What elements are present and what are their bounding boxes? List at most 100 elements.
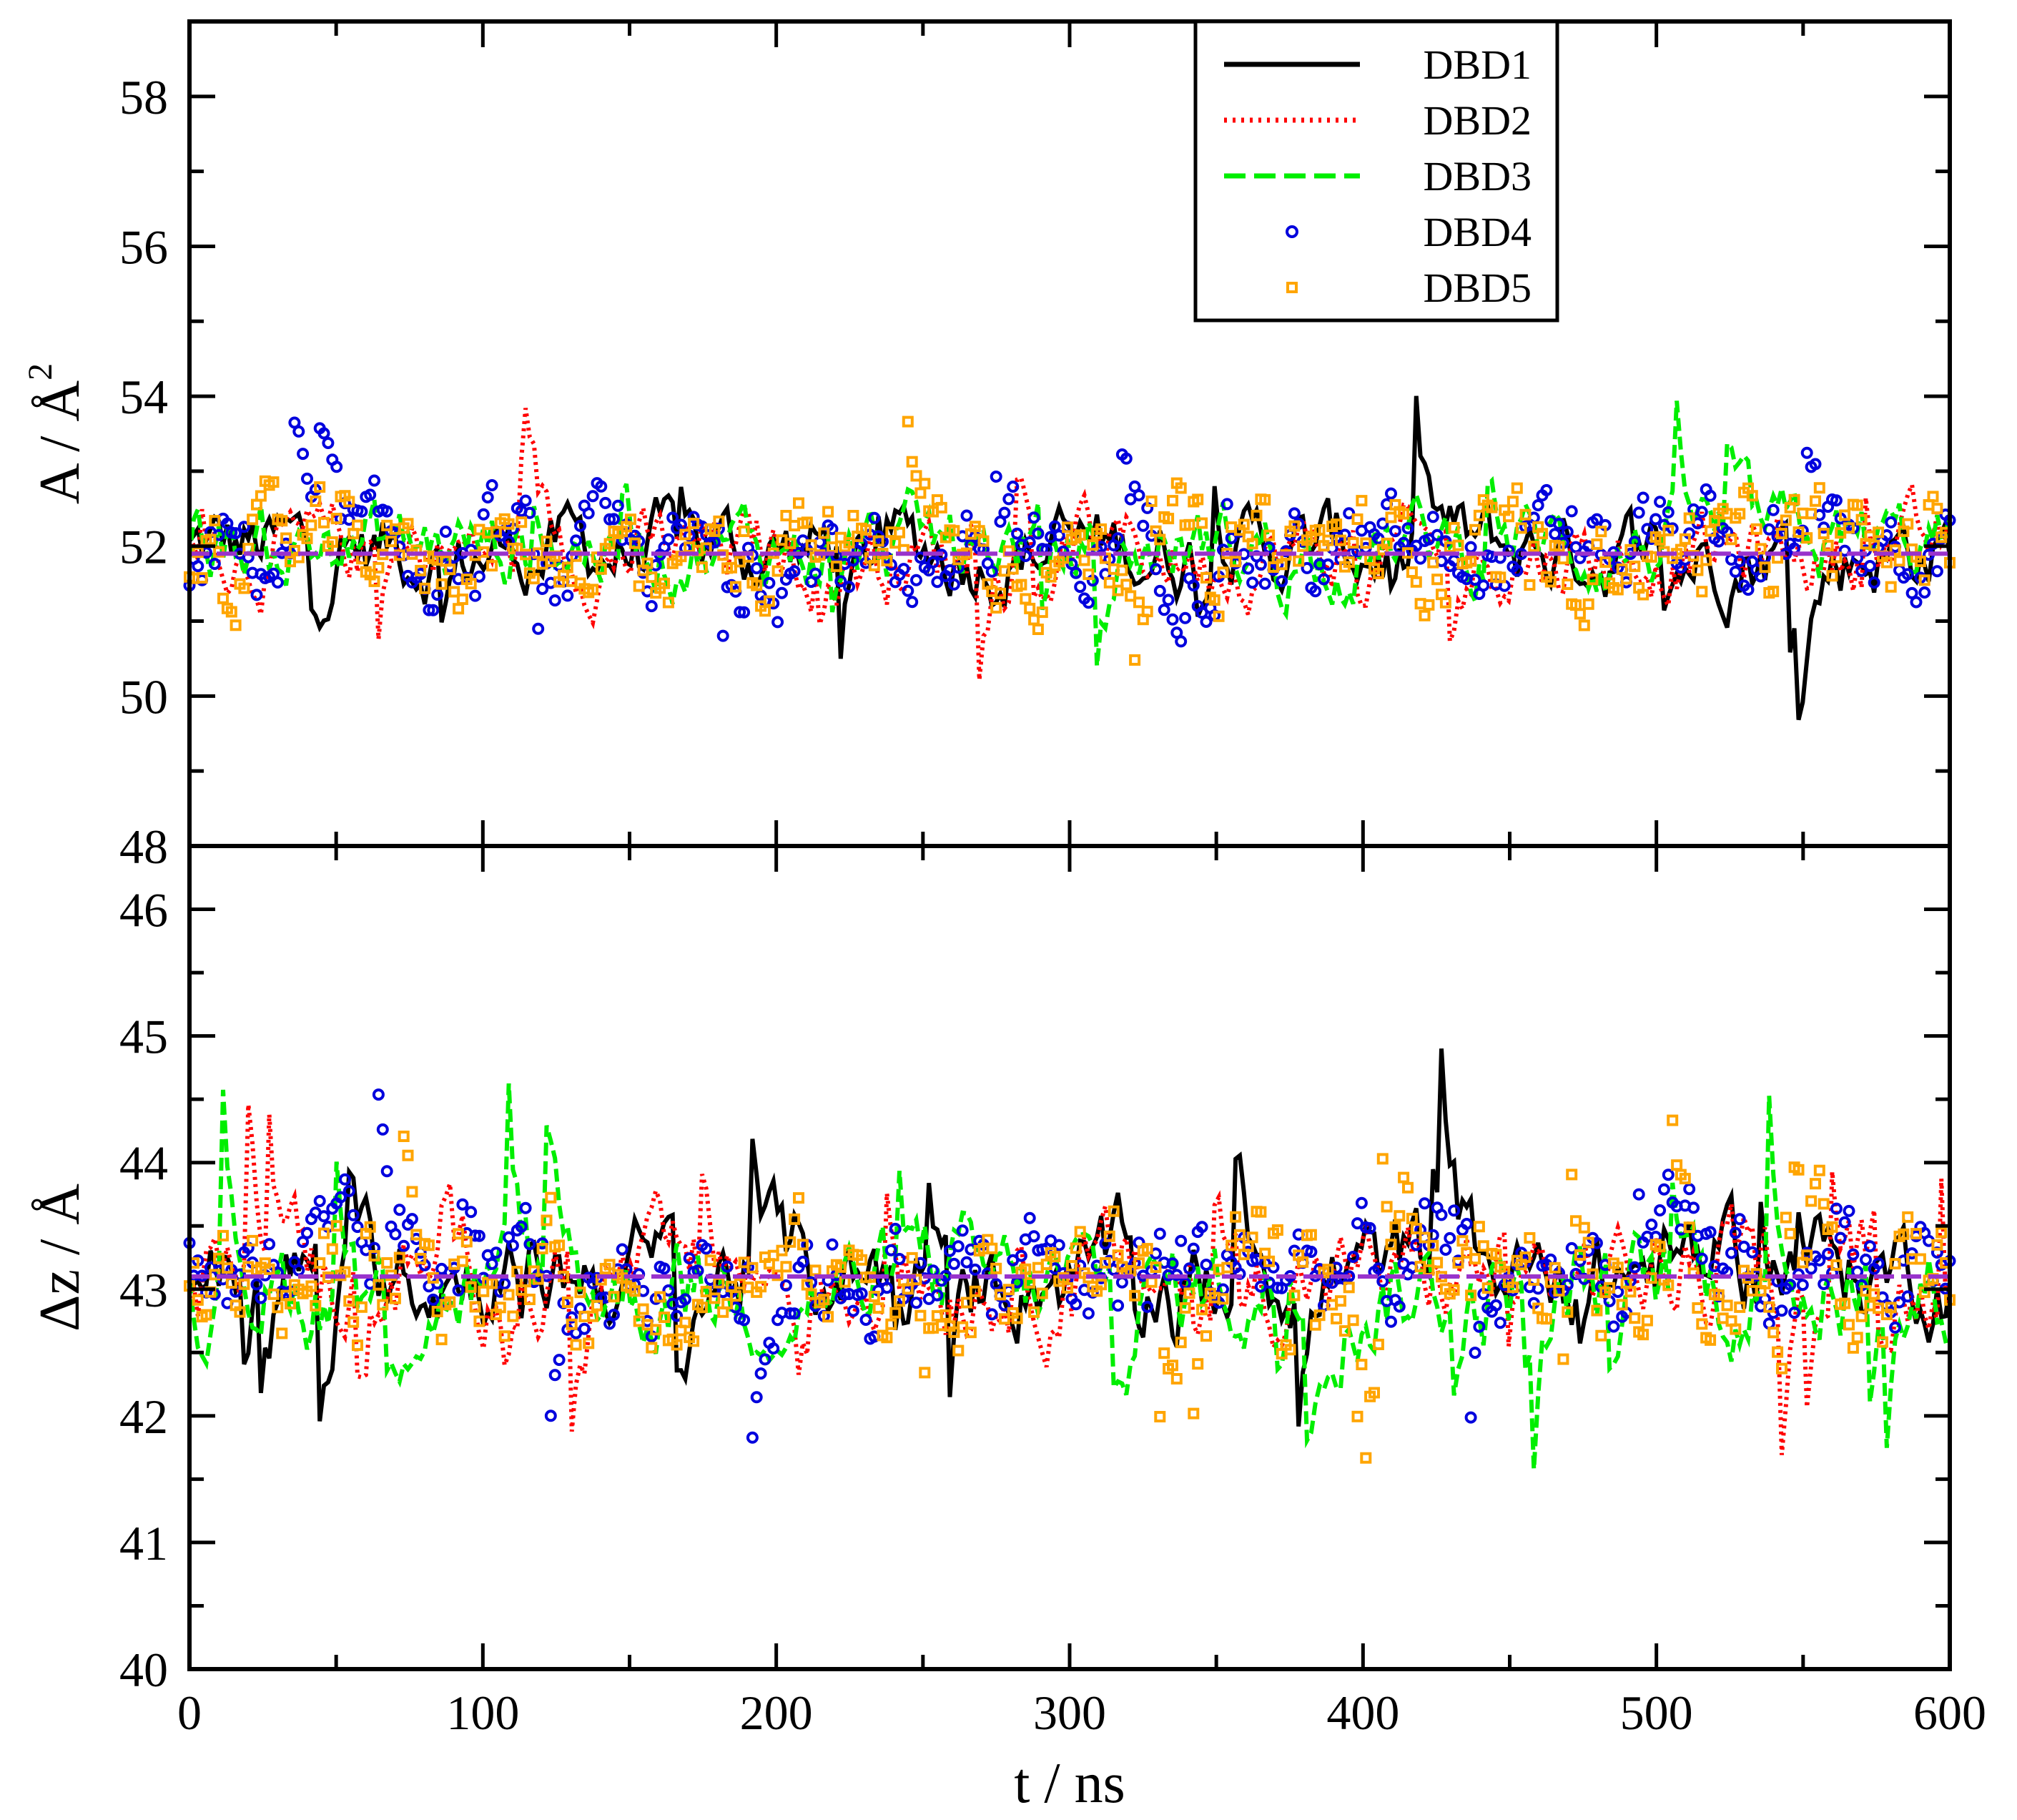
series-dbd5-point [1372,568,1384,579]
series-dbd4-point [1023,536,1036,549]
series-dbd4-point [485,479,498,491]
series-dbd5-point [225,606,237,618]
series-dbd5-point [1885,1302,1897,1314]
series-dbd5-point [1679,1173,1691,1185]
series-dbd5-point [453,603,465,615]
y-tick-label: 48 [119,820,168,874]
series-dbd5-point [881,554,893,566]
series-dbd5-point [1469,1253,1481,1265]
series-dbd5-point [755,1281,767,1293]
series-dbd5-point [1528,541,1540,552]
series-dbd5-point [1532,1302,1544,1314]
series-dbd5-point [1188,1407,1200,1420]
series-dbd5-point [1910,1228,1922,1240]
y-tick-label: 50 [119,669,168,724]
series-dbd4-point [990,471,1002,483]
series-dbd5-point [1822,539,1834,551]
series-dbd5-point [763,595,775,607]
series-dbd5-point [1343,556,1355,568]
series-dbd5-point [1112,1249,1124,1261]
series-dbd5-point [1734,1301,1746,1313]
series-dbd5-point [1889,544,1901,556]
series-dbd5-point [889,1307,902,1319]
series-dbd5-point [906,456,918,468]
series-dbd5-point [1792,1164,1805,1176]
series-dbd5-point [456,594,468,605]
series-dbd4-point [523,1238,536,1251]
series-dbd4-point [389,1228,402,1241]
series-dbd4-point [1645,1219,1658,1231]
series-dbd5-point [628,537,641,549]
series-dbd5-point [688,1335,700,1347]
series-dbd5-point [1213,610,1225,622]
series-dbd4-point [910,1297,922,1309]
series-dbd4-point [616,1243,628,1256]
series-dbd4-point [1822,1247,1835,1260]
series-dbd4-point [1070,566,1083,579]
series-dbd5-point [965,1327,977,1339]
series-dbd4-point [1755,570,1767,583]
series-dbd4-point [683,1252,696,1265]
series-dbd5-point [1524,579,1536,591]
series-dbd4-point [788,1307,801,1320]
series-dbd5-point [1246,1231,1258,1244]
series-dbd4-point [465,1206,478,1219]
series-dbd4-point [1166,1257,1179,1270]
series-dbd5-point [1263,529,1276,541]
series-dbd5-point [221,1262,233,1274]
series-dbd5-point [1654,534,1666,546]
y-tick-label: 56 [119,220,168,274]
series-dbd5-point [1217,566,1229,579]
series-dbd4-point [1410,1239,1423,1251]
series-dbd4-point [1195,1221,1208,1234]
series-dbd4-point [1153,1227,1166,1240]
series-dbd5-point [1578,619,1590,631]
series-dbd4-point [855,1287,868,1300]
series-dbd5-point [1372,1339,1384,1350]
series-dbd4-point [452,1284,465,1297]
series-dbd4-point [1175,635,1188,648]
series-dbd4-point [1477,579,1490,592]
series-dbd5-point [280,532,292,544]
series-dbd5-point [213,1252,225,1264]
series-dbd5-point [1331,1312,1343,1324]
series-dbd4-point [776,586,788,599]
bottom-panel: 40 41 42 43 44 45 46 0 100 200 300 400 500 600 Δz / Å… [29,844,1986,1815]
series-dbd4-point [292,425,305,438]
series-dbd5-point [1385,1239,1397,1251]
series-dbd5-point [1712,1289,1725,1301]
top-data-series [183,395,1956,721]
series-dbd4-point [1200,616,1213,628]
series-dbd5-point [1851,499,1863,511]
series-dbd5-point [1624,1286,1637,1298]
series-dbd4-point [1363,1221,1376,1234]
series-dbd4-point [897,563,910,576]
series-dbd5-point [503,1289,515,1301]
series-dbd4-point [1511,564,1524,577]
series-dbd4-point [1830,494,1843,507]
series-dbd4-point [469,589,482,602]
series-dbd5-point [797,1239,809,1251]
series-dbd5-point [1506,1282,1519,1294]
series-dbd4-point [1540,483,1553,496]
series-dbd5-point [1902,518,1914,530]
series-dbd4-point [721,1260,734,1273]
series-dbd5-point [200,1309,212,1321]
series-dbd5-point [469,1301,481,1313]
series-dbd4-point [368,474,380,487]
series-dbd5-point [595,563,607,575]
series-dbd5-point [1595,526,1607,538]
series-dbd4-point [1830,1202,1843,1215]
series-dbd5-point [1154,533,1166,546]
series-dbd5-point [1818,528,1830,539]
series-dbd4-point [1662,1169,1675,1181]
series-dbd5-point [1246,538,1258,550]
series-dbd5-point [729,1290,741,1302]
series-dbd5-point [532,1273,544,1285]
series-dbd5-point [263,1263,275,1275]
series-dbd5-point [1196,1304,1208,1316]
series-dbd5-point [1746,490,1758,502]
series-dbd4-point [570,534,583,547]
series-dbd5-point [389,1292,401,1304]
series-dbd5-point [809,1264,822,1277]
